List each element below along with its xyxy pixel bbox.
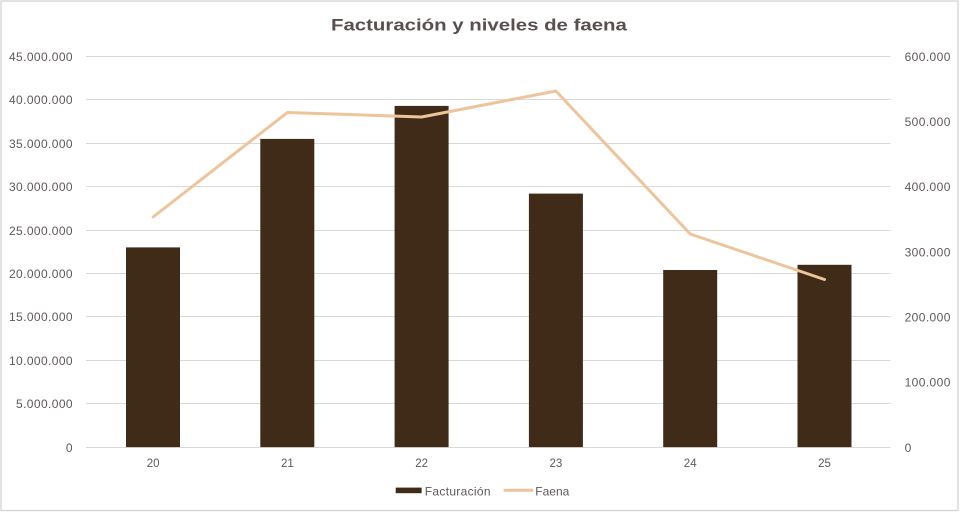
svg-text:200.000: 200.000 [905,311,951,325]
svg-text:0: 0 [66,441,73,455]
svg-text:Faena: Faena [535,485,569,499]
svg-text:Facturación: Facturación [425,485,491,499]
svg-text:35.000.000: 35.000.000 [9,137,73,151]
svg-text:300.000: 300.000 [905,245,951,259]
svg-text:25.000.000: 25.000.000 [9,224,73,238]
svg-text:40.000.000: 40.000.000 [9,93,73,107]
svg-text:20: 20 [147,458,160,470]
svg-text:100.000: 100.000 [905,376,951,390]
svg-text:15.000.000: 15.000.000 [9,310,73,324]
svg-text:22: 22 [415,458,428,470]
svg-text:25: 25 [818,458,831,470]
svg-text:23: 23 [550,458,563,470]
svg-text:600.000: 600.000 [905,50,951,64]
svg-text:45.000.000: 45.000.000 [9,50,73,64]
svg-text:400.000: 400.000 [905,180,951,194]
svg-text:24: 24 [684,458,697,470]
svg-text:30.000.000: 30.000.000 [9,180,73,194]
svg-text:Facturación y niveles de faena: Facturación y niveles de faena [331,15,627,34]
svg-text:21: 21 [281,458,294,470]
svg-text:20.000.000: 20.000.000 [9,267,73,281]
svg-text:5.000.000: 5.000.000 [16,397,73,411]
svg-text:500.000: 500.000 [905,115,951,129]
svg-text:10.000.000: 10.000.000 [9,354,73,368]
svg-text:0: 0 [905,441,912,455]
